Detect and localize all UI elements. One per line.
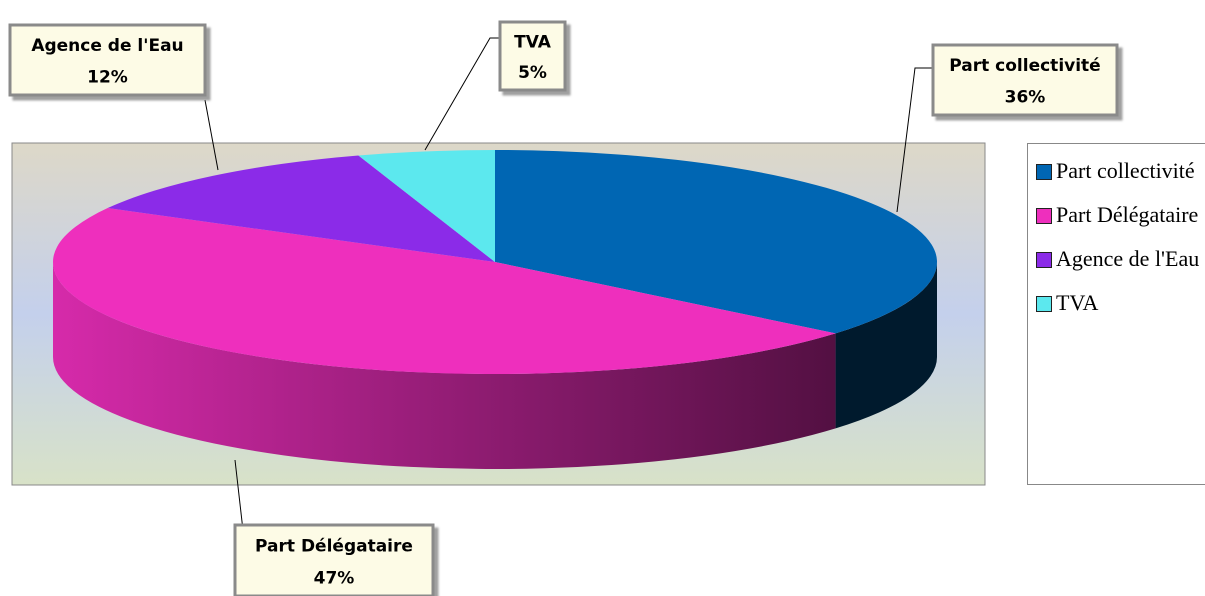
slice [52, 208, 836, 375]
legend-label: TVA [1056, 290, 1099, 315]
slice-side [53, 262, 836, 469]
legend: Part collectivité Part Délégataire Agence … [1027, 143, 1205, 485]
legend-item: Part collectivité [1036, 156, 1205, 186]
legend-label: Agence de l'Eau [1056, 246, 1200, 271]
label-box [233, 523, 435, 596]
slice [107, 155, 495, 262]
legend-item: Part Délégataire [1036, 200, 1205, 230]
leader-line [204, 99, 219, 171]
label-value: 47% [314, 568, 355, 588]
leader-line [896, 67, 933, 213]
legend-swatch [1036, 164, 1052, 180]
legend-label: Part Délégataire [1056, 202, 1199, 227]
label-name: Part Délégataire [255, 536, 413, 556]
slice [358, 150, 495, 262]
legend-item: Agence de l'Eau [1036, 244, 1205, 274]
legend-swatch [1036, 208, 1052, 224]
label-value: 12% [87, 68, 128, 88]
label-name: TVA [514, 32, 552, 52]
legend-swatch [1036, 296, 1052, 312]
label-value: 36% [1005, 88, 1046, 108]
label-value: 5% [518, 63, 547, 83]
pie [52, 150, 938, 469]
legend-item: TVA [1036, 288, 1205, 318]
legend-swatch [1036, 252, 1052, 268]
legend-label: Part collectivité [1056, 158, 1195, 183]
label-name: Agence de l'Eau [31, 36, 183, 56]
label-box [498, 20, 567, 92]
slice [495, 150, 938, 334]
slice-side [835, 262, 937, 429]
label-box [8, 23, 207, 97]
data-labels: Part collectivité 36% Part Délégataire 47% A… [8, 20, 1119, 596]
label-name: Part collectivité [949, 56, 1100, 76]
label-box [931, 43, 1119, 117]
leader-line [424, 37, 500, 151]
